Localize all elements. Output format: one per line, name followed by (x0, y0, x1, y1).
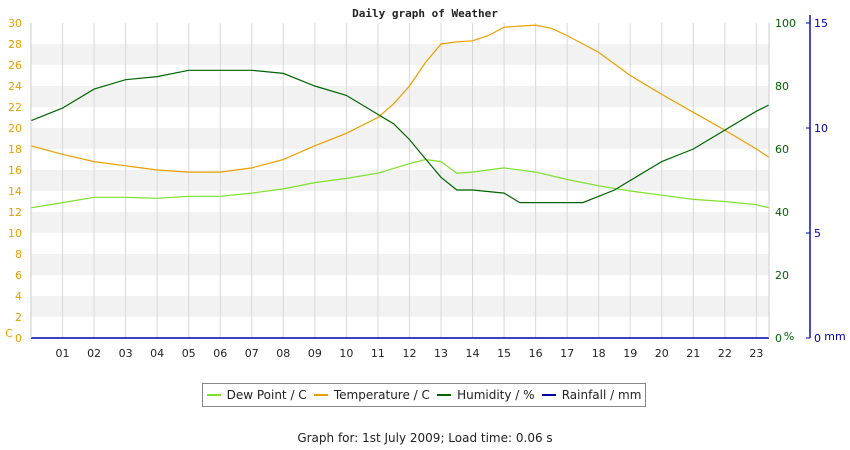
grid-band (31, 296, 769, 317)
series-line-humidity (30, 69, 770, 204)
x-tick-label: 04 (150, 347, 164, 360)
grid-band (31, 65, 769, 86)
axes-layer (30, 15, 811, 338)
weather-chart: Daily graph of Weather 02468101214161820… (5, 7, 846, 360)
vertical-gridlines (62, 23, 757, 338)
chart-title: Daily graph of Weather (352, 7, 498, 20)
grid-band (31, 212, 769, 233)
legend-label-temperature: Temperature / C (333, 388, 430, 402)
grid-band (31, 233, 769, 254)
x-tick-label: 08 (276, 347, 290, 360)
legend-swatch-humidity (437, 394, 452, 396)
left-tick-label: 22 (8, 101, 22, 114)
rainfall-axis-ticks: 0 5 10 15 (806, 17, 828, 345)
x-tick-label: 14 (466, 347, 480, 360)
humidity-tick-label: 0 (775, 332, 782, 345)
rainfall-tick-label: 5 (814, 227, 821, 240)
left-tick-label: 20 (8, 122, 22, 135)
legend-item-temperature: Temperature / C (313, 388, 430, 402)
x-tick-label: 12 (402, 347, 416, 360)
rainfall-tick-label: 10 (814, 122, 828, 135)
left-tick-label: 12 (8, 206, 22, 219)
left-tick-label: 16 (8, 164, 22, 177)
grid-band (31, 44, 769, 65)
x-tick-label: 15 (497, 347, 511, 360)
x-tick-label: 18 (592, 347, 606, 360)
left-tick-label: 14 (8, 185, 22, 198)
left-tick-label: 4 (15, 290, 22, 303)
x-tick-label: 23 (749, 347, 763, 360)
legend-label-dew-point: Dew Point / C (226, 388, 307, 402)
grid-band (31, 275, 769, 296)
x-tick-label: 03 (119, 347, 133, 360)
rainfall-tick-label: 0 (814, 332, 821, 345)
humidity-tick-label: 40 (775, 206, 789, 219)
left-axis-unit: C (5, 327, 13, 340)
left-tick-label: 26 (8, 59, 22, 72)
x-tick-label: 05 (182, 347, 196, 360)
graph-footer: Graph for: 1st July 2009; Load time: 0.0… (297, 431, 553, 445)
left-tick-label: 30 (8, 17, 22, 30)
x-tick-label: 07 (245, 347, 259, 360)
legend-swatch-temperature (313, 394, 328, 396)
x-axis-ticks: 01 02 03 04 05 06 07 08 09 10 11 12 13 14 15 16 17 18 19 20… (56, 347, 764, 360)
x-tick-label: 10 (339, 347, 353, 360)
legend-label-humidity: Humidity / % (457, 388, 535, 402)
grid-band (31, 107, 769, 128)
humidity-axis-unit: % (784, 330, 794, 343)
left-tick-label: 24 (8, 80, 22, 93)
legend: Dew Point / C Temperature / C Humidity /… (202, 383, 646, 407)
legend-item-rainfall: Rainfall / mm (541, 388, 642, 402)
x-tick-label: 17 (560, 347, 574, 360)
x-tick-label: 21 (686, 347, 700, 360)
left-tick-label: 0 (15, 332, 22, 345)
left-tick-label: 6 (15, 269, 22, 282)
series-line-dew-point (30, 158, 770, 209)
grid-band (31, 317, 769, 338)
left-tick-label: 28 (8, 38, 22, 51)
humidity-tick-label: 100 (775, 17, 796, 30)
plot-background-bands (31, 23, 769, 338)
humidity-tick-label: 80 (775, 80, 789, 93)
x-tick-label: 06 (213, 347, 227, 360)
grid-band (31, 254, 769, 275)
rainfall-tick-label: 15 (814, 17, 828, 30)
x-tick-label: 09 (308, 347, 322, 360)
grid-band (31, 23, 769, 44)
legend-item-dew-point: Dew Point / C (206, 388, 307, 402)
humidity-tick-label: 60 (775, 143, 789, 156)
x-tick-label: 13 (434, 347, 448, 360)
x-tick-label: 20 (655, 347, 669, 360)
grid-band (31, 170, 769, 191)
series-line-temperature (30, 24, 770, 173)
legend-item-humidity: Humidity / % (437, 388, 535, 402)
grid-band (31, 128, 769, 149)
x-tick-label: 19 (623, 347, 637, 360)
x-tick-label: 01 (56, 347, 70, 360)
left-tick-label: 2 (15, 311, 22, 324)
left-tick-label: 18 (8, 143, 22, 156)
x-tick-label: 02 (87, 347, 101, 360)
left-tick-label: 10 (8, 227, 22, 240)
rainfall-axis-unit: mm (824, 330, 845, 343)
grid-band (31, 149, 769, 170)
legend-swatch-dew-point (206, 394, 221, 396)
legend-label-rainfall: Rainfall / mm (561, 388, 642, 402)
x-tick-label: 11 (371, 347, 385, 360)
x-tick-label: 16 (529, 347, 543, 360)
humidity-tick-label: 20 (775, 269, 789, 282)
x-tick-label: 22 (718, 347, 732, 360)
humidity-axis-ticks: 0 20 40 60 80 100 (775, 17, 796, 345)
series-layer (30, 24, 770, 339)
left-tick-label: 8 (15, 248, 22, 261)
legend-swatch-rainfall (541, 394, 556, 396)
